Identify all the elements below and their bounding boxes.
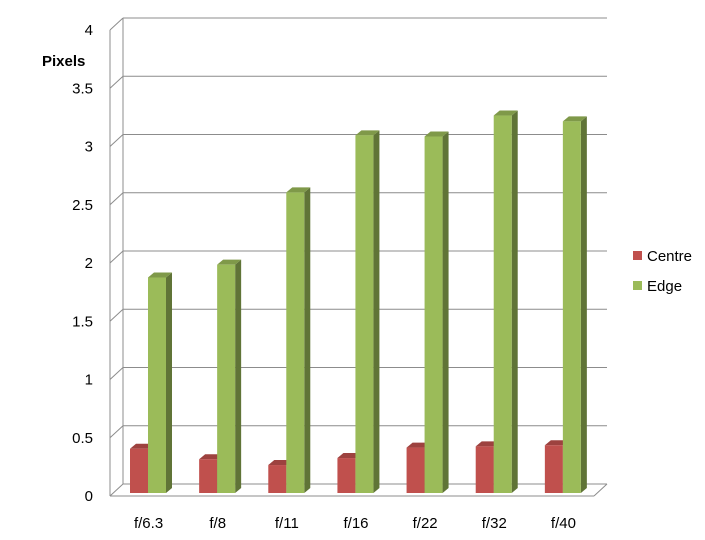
floor-edge: [593, 483, 608, 497]
axes: [109, 18, 608, 497]
bar-front: [493, 115, 512, 493]
x-tick-label: f/40: [551, 515, 576, 532]
bar-edge-6: [493, 110, 518, 493]
bar-edge-4: [355, 130, 380, 493]
bar-front: [544, 445, 563, 493]
y-tick-label: 0: [85, 488, 93, 505]
bar-top: [286, 187, 311, 193]
gridline-diagonal: [109, 134, 124, 147]
bar-side: [166, 272, 172, 493]
gridline-diagonal: [109, 250, 124, 264]
bar-front: [337, 458, 356, 493]
y-tick-label: 3.5: [72, 80, 93, 97]
y-tick-label: 1: [85, 372, 93, 389]
bar-front: [562, 121, 581, 494]
x-tick-label: f/8: [209, 515, 226, 532]
bar-front: [268, 465, 287, 493]
bar-top: [148, 272, 172, 278]
bar-edge-2: [217, 259, 242, 493]
bar-side: [373, 130, 380, 493]
gridline-diagonal: [109, 367, 124, 380]
legend-swatch: [633, 251, 642, 260]
bar-top: [355, 130, 380, 136]
bar-side: [235, 259, 242, 493]
bar-side: [442, 131, 449, 493]
bar-front: [199, 459, 218, 493]
legend: Centre Edge: [633, 248, 692, 295]
bar-front: [406, 447, 425, 493]
y-tick-label: 1.5: [72, 313, 93, 330]
bar-edge-3: [286, 187, 311, 493]
y-axis-label: Pixels: [42, 53, 85, 70]
bar-front: [475, 446, 494, 493]
bar-top: [562, 116, 587, 122]
bar-edge-7: [562, 116, 587, 494]
legend-item-edge: Edge: [633, 278, 682, 295]
bar-edge-5: [424, 131, 449, 493]
x-tick-label: f/11: [275, 515, 299, 532]
bar-side: [511, 110, 518, 493]
y-tick-label: 4: [85, 22, 93, 39]
y-tick-label: 3: [85, 139, 93, 156]
bar-front: [217, 264, 236, 493]
gridline-diagonal: [109, 425, 124, 439]
legend-label: Edge: [647, 278, 682, 295]
x-tick-labels: f/6.3 f/8 f/11 f/16 f/22 f/32 f/40: [134, 515, 576, 532]
legend-label: Centre: [647, 248, 692, 265]
bar-front: [355, 135, 374, 493]
bar-front: [148, 277, 166, 493]
x-tick-label: f/22: [413, 515, 438, 532]
x-tick-label: f/32: [482, 515, 507, 532]
bar-front: [286, 192, 305, 493]
bar-top: [217, 259, 242, 265]
y-tick-labels: 0 0.5 1 1.5 2 2.5 3 3.5 4: [72, 22, 93, 505]
gridline-diagonal: [109, 192, 124, 206]
legend-item-centre: Centre: [633, 248, 692, 265]
bar-edge-1: [148, 272, 172, 493]
y-tick-label: 0.5: [72, 430, 93, 447]
bar-top: [424, 131, 449, 137]
gridline-diagonal: [109, 17, 124, 31]
x-tick-label: f/6.3: [134, 515, 163, 532]
x-tick-label: f/16: [343, 515, 368, 532]
bar-front: [424, 136, 443, 493]
bar-side: [580, 116, 587, 494]
y-tick-label: 2.5: [72, 197, 93, 214]
bar-top: [493, 110, 518, 116]
gridline-diagonal: [109, 308, 124, 322]
gridline-diagonal: [109, 75, 124, 89]
bars: [130, 110, 587, 494]
bar-side: [304, 187, 311, 493]
y-tick-label: 2: [85, 255, 93, 272]
legend-swatch: [633, 281, 642, 290]
bar-front: [130, 448, 148, 493]
gridline-diagonal: [109, 483, 124, 497]
